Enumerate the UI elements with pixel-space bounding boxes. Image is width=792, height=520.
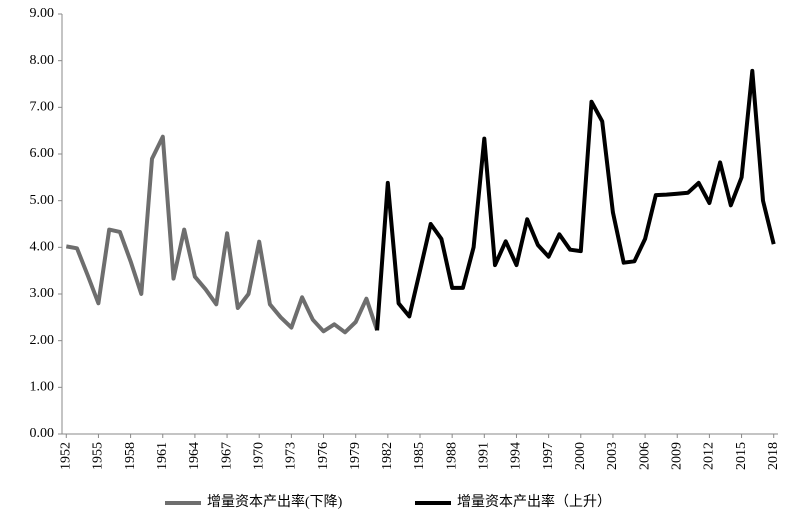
x-tick-label: 1976 (316, 442, 331, 470)
x-tick-label: 1952 (59, 442, 74, 470)
x-tick-label: 1970 (251, 442, 266, 470)
y-tick-label: 8.00 (30, 53, 55, 68)
x-tick-label: 1961 (155, 442, 170, 470)
x-tick-label: 1985 (412, 442, 427, 470)
x-tick-label: 1982 (380, 442, 395, 470)
y-tick-label: 9.00 (30, 6, 55, 21)
series-line (65, 134, 379, 335)
x-tick-label: 2000 (573, 442, 588, 470)
x-tick-label: 2006 (637, 442, 652, 470)
x-tick-label: 2018 (766, 442, 781, 470)
x-tick-label: 2003 (605, 442, 620, 470)
y-tick-label: 7.00 (30, 100, 55, 115)
y-tick-label: 0.00 (30, 426, 55, 441)
x-tick-label: 2015 (734, 442, 749, 470)
x-tick-label: 1973 (284, 442, 299, 470)
legend-label: 增量资本产出率(下降) (207, 493, 343, 510)
y-tick-label: 3.00 (30, 286, 55, 301)
y-tick-label: 4.00 (30, 240, 55, 255)
x-tick-label: 1958 (123, 442, 138, 470)
x-tick-label: 1988 (444, 442, 459, 470)
y-tick-label: 5.00 (30, 193, 55, 208)
x-tick-label: 2012 (702, 442, 717, 470)
y-tick-label: 2.00 (30, 333, 55, 348)
x-tick-label: 1991 (477, 442, 492, 470)
x-tick-label: 1994 (509, 442, 524, 470)
x-tick-label: 1997 (541, 442, 556, 470)
y-tick-label: 1.00 (30, 380, 55, 395)
x-tick-label: 1967 (219, 442, 234, 470)
x-tick-label: 2009 (669, 442, 684, 470)
x-tick-label: 1979 (348, 442, 363, 470)
series-line (375, 68, 776, 331)
y-tick-label: 6.00 (30, 146, 55, 161)
x-tick-label: 1964 (187, 442, 202, 470)
x-tick-label: 1955 (91, 442, 106, 470)
legend-label: 增量资本产出率（上升） (457, 493, 611, 510)
